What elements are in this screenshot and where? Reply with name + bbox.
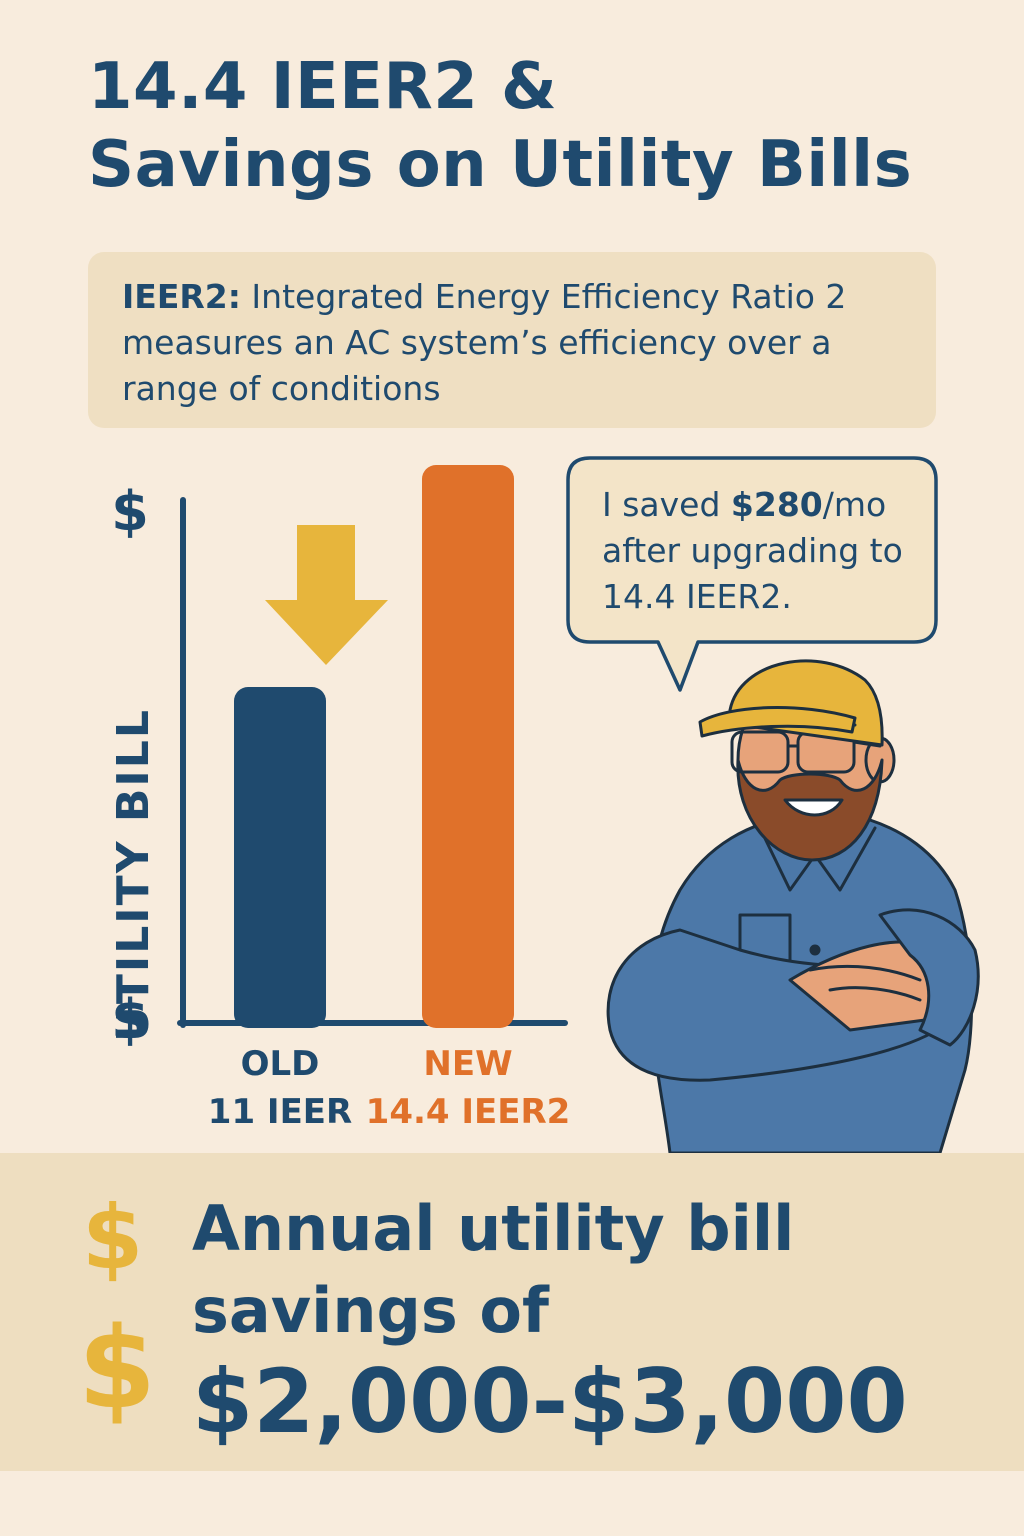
speech-amount: $280 [730, 485, 823, 524]
title-line-1: 14.4 IEER2 & [88, 50, 558, 124]
dollar-icon-bottom: $ [78, 1304, 156, 1434]
title-line-2: Savings on Utility Bills [88, 128, 913, 202]
x-label-old-line2: 11 IEER [208, 1092, 352, 1132]
x-label-new-line1: NEW [423, 1044, 512, 1084]
definition-term: IEER2: [122, 277, 241, 316]
definition-text: Integrated Energy Efficiency Ratio 2 mea… [122, 277, 847, 408]
savings-amount: $2,000-$3,000 [192, 1350, 908, 1453]
savings-headline-line2: savings of [192, 1274, 549, 1347]
down-arrow-icon [265, 525, 388, 665]
y-tick-bottom-dollar: $ [111, 988, 149, 1051]
speech-bubble [566, 456, 938, 692]
speech-text: I saved $280/mo after upgrading to 14.4 … [602, 482, 922, 620]
speech-post: /mo after upgrading to 14.4 IEER2. [602, 485, 903, 616]
x-label-old-line1: OLD [241, 1044, 320, 1084]
y-tick-top-dollar: $ [111, 480, 149, 543]
savings-headline-line1: Annual utility bill [192, 1192, 795, 1265]
speech-pre: I saved [602, 485, 731, 524]
bill-bar-chart: $ $ UTILITY BILL OLD 11 IEER NEW 14.4 IE… [108, 465, 571, 1132]
definition-box: IEER2: Integrated Energy Efficiency Rati… [88, 252, 936, 428]
savings-panel [0, 1153, 1024, 1471]
page-title: 14.4 IEER2 & Savings on Utility Bills [88, 48, 912, 204]
dollar-icon-top: $ [82, 1186, 144, 1289]
bar-new-14-4-ieer2 [422, 465, 514, 1028]
x-label-new-line2: 14.4 IEER2 [366, 1092, 571, 1132]
technician-illustration [606, 659, 980, 1155]
bar-old-11-ieer [234, 687, 326, 1028]
y-axis-label: UTILITY BILL [108, 708, 159, 1042]
